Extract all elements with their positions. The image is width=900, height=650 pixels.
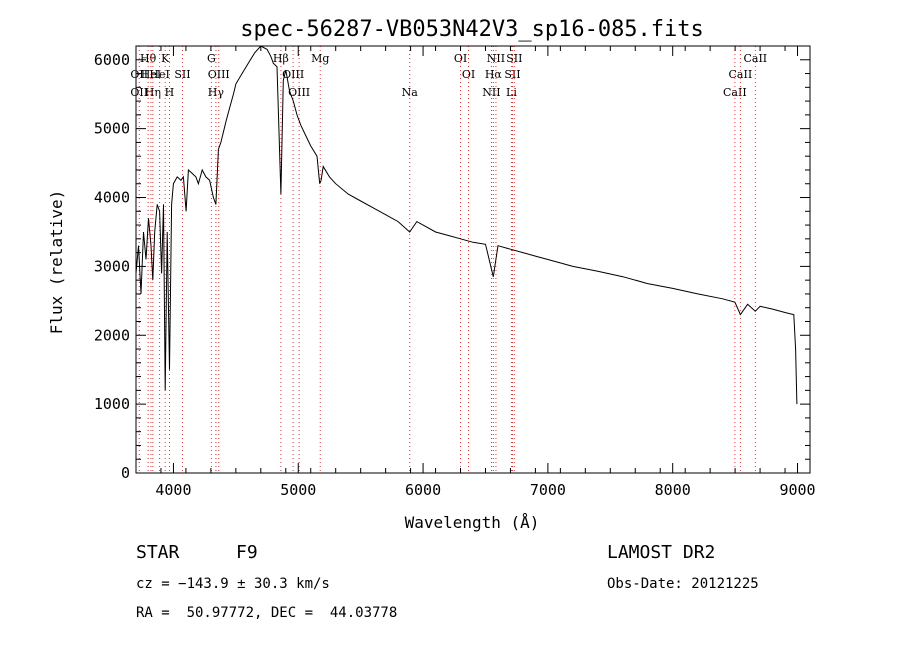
y-tick-label: 1000 <box>94 395 130 413</box>
line-marker-label: Hα <box>485 68 503 81</box>
y-tick-label: 0 <box>121 464 130 482</box>
line-marker-label: OIII <box>288 86 310 99</box>
y-tick-label: 4000 <box>94 189 130 207</box>
y-tick-label: 6000 <box>94 51 130 69</box>
line-marker-label: OIII <box>282 68 304 81</box>
x-tick-label: 5000 <box>280 481 316 499</box>
axis-ticks: 4000 5000 6000 7000 8000 9000 0 1000 2000 3000 400… <box>94 46 816 499</box>
y-tick-label: 3000 <box>94 257 130 275</box>
y-axis-label: Flux (relative) <box>47 190 66 335</box>
line-markers: OIIOIIHθHeIHηHeIKHSIIGHγOIIIHβOIIIOIIIMg… <box>130 46 767 473</box>
plot-frame <box>135 45 811 474</box>
line-marker-label: SII <box>506 52 522 65</box>
line-marker-label: CaII <box>723 86 747 99</box>
line-marker-label: Li <box>506 86 517 99</box>
line-marker-label: K <box>161 52 170 65</box>
x-tick-label: 4000 <box>155 481 191 499</box>
x-tick-label: 9000 <box>779 481 815 499</box>
sky-coordinates: RA = 50.97772, DEC = 44.03778 <box>136 605 398 621</box>
spectrum-series <box>135 45 798 405</box>
line-marker-label: SII <box>504 68 520 81</box>
line-marker-label: OI <box>462 68 475 81</box>
x-tick-label: 8000 <box>655 481 691 499</box>
line-marker-label: Hγ <box>208 86 225 99</box>
line-marker-label: H <box>165 86 175 99</box>
line-marker-label: CaII <box>743 52 767 65</box>
line-marker-label: NII <box>487 52 505 65</box>
line-marker-label: G <box>207 52 216 65</box>
object-subclass: F9 <box>236 542 258 563</box>
line-marker-label: OI <box>454 52 467 65</box>
x-tick-label: 7000 <box>530 481 566 499</box>
redshift-cz: cz = −143.9 ± 30.3 km/s <box>136 576 330 592</box>
line-marker-label: OII <box>130 86 148 99</box>
spectrum-line <box>135 45 798 405</box>
line-marker-label: Na <box>402 86 419 99</box>
line-marker-label: Hβ <box>273 52 289 65</box>
line-marker-label: Hθ <box>140 52 157 65</box>
line-marker-label: Mg <box>311 52 329 65</box>
line-marker-label: Hη <box>145 86 161 99</box>
observation-date: Obs-Date: 20121225 <box>607 576 759 592</box>
object-class: STAR <box>136 542 180 563</box>
y-tick-label: 2000 <box>94 326 130 344</box>
line-marker-label: OIII <box>208 68 230 81</box>
line-marker-label: HeI <box>149 68 169 81</box>
y-tick-label: 5000 <box>94 120 130 138</box>
x-axis-label: Wavelength (Å) <box>405 513 540 532</box>
chart-title: spec-56287-VB053N42V3_sp16-085.fits <box>240 17 704 42</box>
line-marker-label: NII <box>482 86 500 99</box>
x-tick-label: 6000 <box>405 481 441 499</box>
line-marker-label: SII <box>174 68 190 81</box>
line-marker-label: CaII <box>729 68 753 81</box>
line-marker-label: OII <box>130 68 148 81</box>
survey-name: LAMOST DR2 <box>607 542 716 563</box>
line-marker-label: HeI <box>141 68 161 81</box>
